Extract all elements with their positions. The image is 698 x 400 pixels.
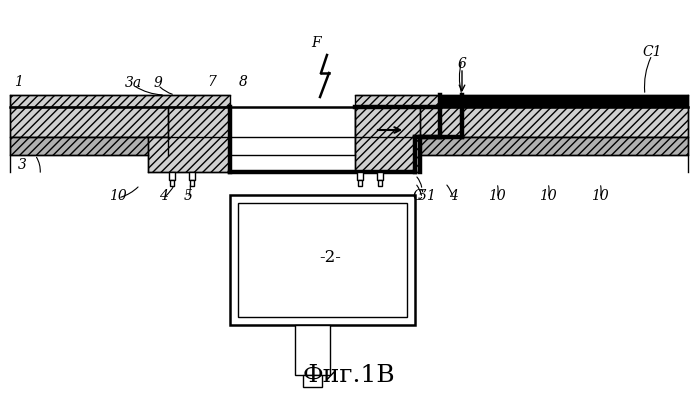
Bar — [190, 180, 194, 186]
Text: F: F — [311, 36, 321, 50]
Text: 6: 6 — [458, 57, 466, 71]
Bar — [420, 137, 688, 155]
Bar — [377, 172, 383, 180]
Text: 8: 8 — [239, 75, 247, 89]
Text: 10: 10 — [109, 189, 127, 203]
Bar — [357, 172, 363, 180]
Bar — [295, 325, 330, 375]
Bar — [170, 180, 174, 186]
Bar — [10, 95, 230, 107]
Bar — [355, 107, 688, 137]
Text: 10: 10 — [539, 189, 557, 203]
Text: C1: C1 — [642, 45, 662, 59]
Bar — [168, 107, 230, 155]
Text: 3: 3 — [17, 158, 27, 172]
Bar — [230, 195, 415, 325]
Bar — [355, 107, 420, 155]
Text: 5: 5 — [417, 189, 426, 203]
Bar — [303, 375, 322, 387]
Bar — [148, 137, 230, 172]
Text: 1: 1 — [13, 75, 22, 89]
Text: -2-: -2- — [319, 250, 341, 266]
Text: 10: 10 — [591, 189, 609, 203]
Text: 4: 4 — [449, 189, 457, 203]
Text: 10: 10 — [488, 189, 506, 203]
Bar — [355, 137, 420, 172]
Text: 7: 7 — [207, 75, 216, 89]
Text: Фиг.1В: Фиг.1В — [303, 364, 395, 386]
Text: 4: 4 — [158, 189, 168, 203]
Bar — [440, 95, 688, 107]
Text: C’1: C’1 — [412, 189, 436, 203]
Bar — [169, 172, 175, 180]
Bar — [355, 95, 688, 107]
Bar — [10, 137, 168, 155]
Text: 9: 9 — [154, 76, 163, 90]
Bar — [378, 180, 382, 186]
Text: 3a: 3a — [124, 76, 142, 90]
Bar — [10, 107, 230, 137]
Bar — [358, 180, 362, 186]
Text: 5: 5 — [184, 189, 193, 203]
Bar — [189, 172, 195, 180]
Bar — [238, 203, 407, 317]
